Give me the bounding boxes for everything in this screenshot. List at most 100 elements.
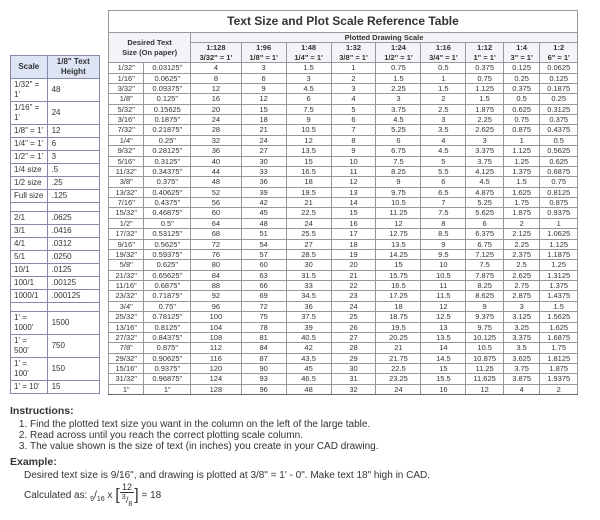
cell-value: 18	[286, 177, 331, 187]
cell-value: 2	[540, 384, 578, 394]
cell-value: 8.25	[466, 281, 504, 291]
row-fraction: 1/8"	[109, 94, 144, 104]
cell-value: 19.5	[376, 322, 421, 332]
cell-value: 0.75	[540, 177, 578, 187]
cell-value: 54	[241, 239, 286, 249]
cell-value: 36	[191, 146, 242, 156]
cell-value: 5	[331, 104, 376, 114]
row-decimal: 0.71875"	[144, 291, 191, 301]
row-fraction: 1/4"	[109, 135, 144, 145]
cell-value: 0.75	[376, 63, 421, 73]
cell-value: 6	[421, 177, 466, 187]
row-decimal: 0.0625"	[144, 73, 191, 83]
cell-value: 1.875	[503, 208, 540, 218]
cell-value: 6	[331, 115, 376, 125]
small-cell-scale: 2/1	[11, 212, 48, 225]
cell-value: 5.25	[376, 125, 421, 135]
cell-value: 6	[466, 218, 504, 228]
row-decimal: 0.3125"	[144, 156, 191, 166]
cell-value: 32	[331, 384, 376, 394]
example-calc: Calculated as: 9/16 x [123/8] = 18	[24, 483, 590, 508]
small-row: 1/2" = 1'3	[11, 151, 100, 164]
cell-value: 10.5	[286, 125, 331, 135]
table-row: 1/16"0.0625"86321.510.750.250.125	[109, 73, 578, 83]
row-fraction: 23/32"	[109, 291, 144, 301]
instruction-item: The value shown is the size of text (in …	[30, 441, 590, 452]
cell-value: 1.0625	[540, 229, 578, 239]
small-row: 100/1.00125	[11, 277, 100, 290]
cell-value: 56	[191, 198, 242, 208]
small-cell-scale: Full size	[11, 190, 48, 203]
main-title: Text Size and Plot Scale Reference Table	[109, 11, 578, 33]
cell-value: 25.5	[286, 229, 331, 239]
cell-value: 14.5	[421, 353, 466, 363]
small-col-scale: Scale	[11, 56, 48, 79]
row-decimal: 0.59375"	[144, 249, 191, 259]
cell-value: 0.8125	[540, 187, 578, 197]
cell-value: 16	[421, 384, 466, 394]
row-decimal: 0.25"	[144, 135, 191, 145]
cell-value: 22	[331, 281, 376, 291]
cell-value: 9	[331, 146, 376, 156]
cell-value: 9	[421, 239, 466, 249]
small-cell-height: 24	[47, 102, 99, 125]
row-decimal: 0.46875"	[144, 208, 191, 218]
cell-value: 12	[421, 301, 466, 311]
cell-value: 5.5	[421, 166, 466, 176]
cell-value: 4	[503, 384, 540, 394]
cell-value: 45	[241, 208, 286, 218]
cell-value: 16.5	[376, 281, 421, 291]
cell-value: 3.25	[503, 322, 540, 332]
cell-value: 1.125	[466, 83, 504, 93]
cell-value: 6.75	[376, 146, 421, 156]
row-fraction: 5/16"	[109, 156, 144, 166]
cell-value: 10	[331, 156, 376, 166]
cell-value: 28	[191, 125, 242, 135]
small-row: 1' = 10'15	[11, 381, 100, 394]
cell-value: 4.125	[466, 166, 504, 176]
cell-value: 13	[421, 322, 466, 332]
cell-value: 2.625	[466, 125, 504, 135]
cell-value: 16.5	[286, 166, 331, 176]
cell-value: 1	[331, 63, 376, 73]
scale-col-header: 1:1283/32" = 1'	[191, 43, 242, 63]
table-row: 3/4"0.75"967236241812931.5	[109, 301, 578, 311]
cell-value: 7.5	[421, 208, 466, 218]
row-fraction: 11/16"	[109, 281, 144, 291]
row-decimal: 0.6875"	[144, 281, 191, 291]
small-cell-scale: 1/4" = 1'	[11, 138, 48, 151]
instruction-item: Find the plotted text size you want in t…	[30, 419, 590, 430]
cell-value: 7	[421, 198, 466, 208]
cell-value: 64	[191, 218, 242, 228]
row-fraction: 15/16"	[109, 364, 144, 374]
cell-value: 3.75	[466, 156, 504, 166]
cell-value: 45	[286, 364, 331, 374]
cell-value: 3.625	[503, 353, 540, 363]
row-decimal: 0.09375"	[144, 83, 191, 93]
row-decimal: 0.15625	[144, 104, 191, 114]
cell-value: 1.5	[540, 301, 578, 311]
cell-value: 2.375	[503, 249, 540, 259]
cell-value: 66	[241, 281, 286, 291]
cell-value: 128	[191, 384, 242, 394]
table-row: 1/4"0.25"322412864310.5	[109, 135, 578, 145]
cell-value: 96	[191, 301, 242, 311]
small-row: 10/1.0125	[11, 264, 100, 277]
table-row: 13/32"0.40625"523919.5139.756.54.8751.62…	[109, 187, 578, 197]
small-cell-height: .000125	[47, 290, 99, 303]
cell-value: 11	[421, 281, 466, 291]
row-decimal: 0.65625"	[144, 270, 191, 280]
cell-value: 17.25	[376, 291, 421, 301]
cell-value: 11.25	[466, 364, 504, 374]
table-row: 29/32"0.90625"1168743.52921.7514.510.875…	[109, 353, 578, 363]
cell-value: 32	[191, 135, 242, 145]
cell-value: 10.5	[421, 270, 466, 280]
reference-table: Text Size and Plot Scale Reference Table…	[108, 10, 578, 395]
cell-value: 42	[286, 343, 331, 353]
cell-value: 12.5	[421, 312, 466, 322]
cell-value: 1.125	[503, 146, 540, 156]
cell-value: 24	[241, 135, 286, 145]
cell-value: 4.5	[376, 115, 421, 125]
cell-value: 7.125	[466, 249, 504, 259]
cell-value: 9.75	[466, 322, 504, 332]
